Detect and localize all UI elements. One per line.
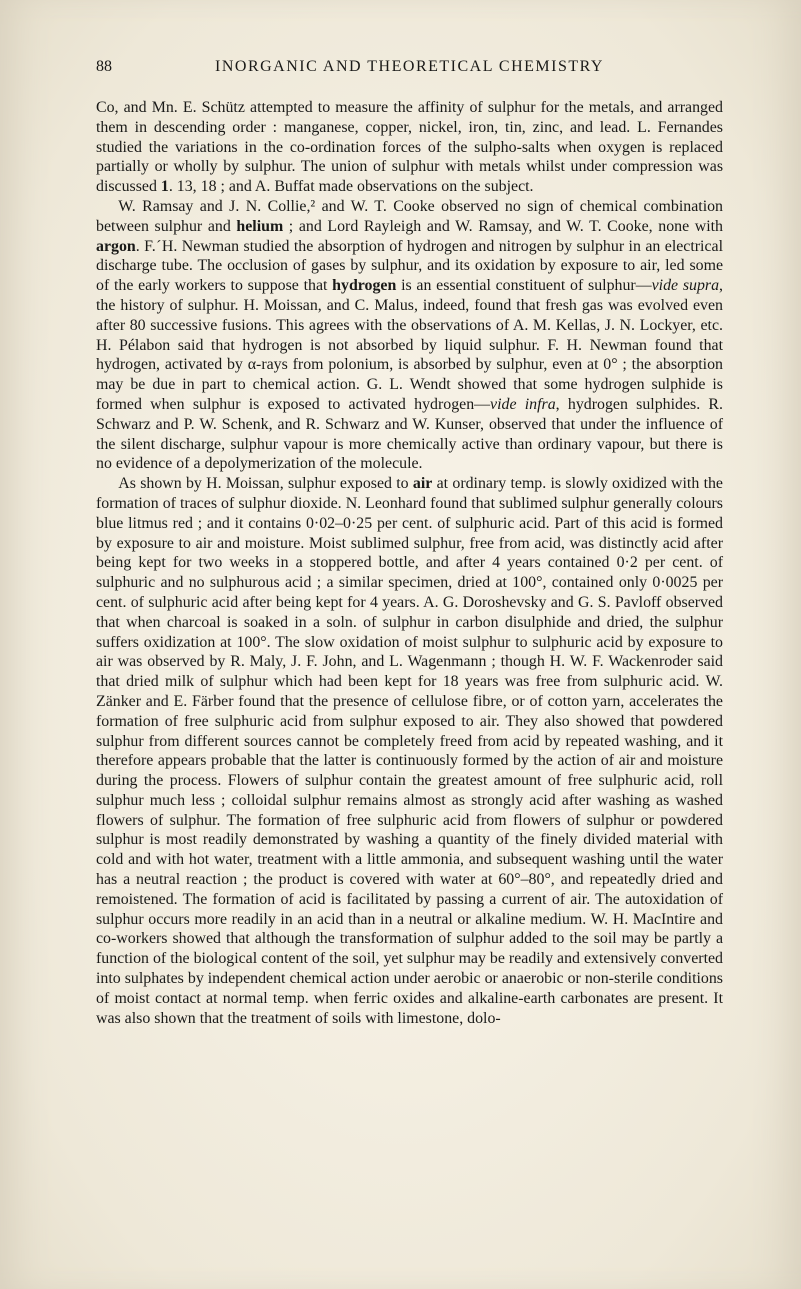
bold-run: helium xyxy=(236,218,283,235)
text-run: is an essential constituent of sulphur— xyxy=(396,277,651,294)
page: 88 INORGANIC AND THEORETICAL CHEMISTRY C… xyxy=(0,0,801,1289)
italic-run: vide supra xyxy=(652,277,719,294)
italic-run: vide infra xyxy=(490,396,556,413)
paragraph: Co, and Mn. E. Schütz attempted to measu… xyxy=(96,98,723,197)
bold-run: 1 xyxy=(161,178,169,195)
page-number: 88 xyxy=(96,58,112,76)
text-run: As shown by H. Moissan, sulphur exposed … xyxy=(118,475,413,492)
text-run: at ordinary temp. is slowly oxidized wit… xyxy=(96,475,723,1027)
body-text: Co, and Mn. E. Schütz attempted to measu… xyxy=(96,98,723,1028)
bold-run: air xyxy=(413,475,432,492)
text-run: ; and Lord Rayleigh and W. Ramsay, and W… xyxy=(283,218,723,235)
bold-run: hydrogen xyxy=(332,277,396,294)
paragraph: As shown by H. Moissan, sulphur exposed … xyxy=(96,474,723,1028)
text-run: . 13, 18 ; and A. Buffat made observatio… xyxy=(169,178,534,195)
text-run: , the history of sulphur. H. Moissan, an… xyxy=(96,277,723,413)
bold-run: argon xyxy=(96,238,136,255)
running-head: INORGANIC AND THEORETICAL CHEMISTRY xyxy=(96,58,723,76)
paragraph: W. Ramsay and J. N. Collie,² and W. T. C… xyxy=(96,197,723,474)
